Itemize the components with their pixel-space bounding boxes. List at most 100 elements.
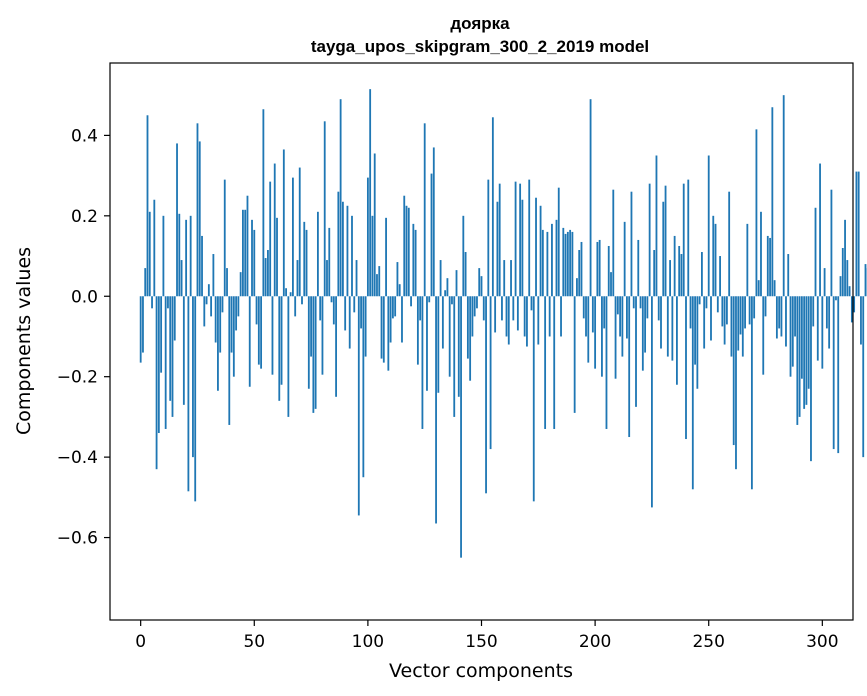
bar (148, 211, 151, 297)
bar (532, 296, 535, 502)
bar (796, 296, 799, 425)
bar (737, 296, 740, 351)
bar (628, 296, 631, 438)
bar (587, 296, 590, 363)
bar (389, 296, 392, 343)
bar (173, 296, 176, 341)
bar (196, 123, 199, 297)
bar (794, 296, 796, 337)
bar (648, 183, 651, 297)
bar (707, 155, 710, 297)
bar (596, 241, 599, 297)
bar (444, 290, 447, 297)
bar (221, 296, 224, 313)
bar (696, 296, 699, 389)
bar (664, 185, 667, 297)
bar (841, 248, 844, 297)
bar (451, 296, 453, 305)
bar (753, 296, 756, 319)
bar (305, 229, 308, 297)
bar (139, 296, 142, 363)
bar (412, 223, 415, 297)
bar (430, 173, 433, 297)
chart-title: доярка (450, 14, 510, 33)
bar (501, 296, 503, 321)
bar (201, 235, 203, 297)
bar (562, 227, 565, 297)
bar (496, 201, 499, 297)
x-tick-label: 300 (806, 632, 838, 652)
bar (687, 179, 690, 297)
bar (460, 296, 462, 558)
bar (312, 296, 315, 413)
bar (217, 296, 219, 391)
bar (407, 207, 410, 297)
bar (844, 219, 846, 297)
bar (616, 296, 619, 315)
bar (298, 167, 301, 297)
bar (271, 296, 274, 375)
bar (169, 296, 172, 401)
bar (710, 296, 712, 341)
bar (323, 121, 326, 297)
bar (732, 296, 735, 446)
bar (791, 296, 794, 367)
bar (860, 296, 862, 345)
chart-subtitle: tayga_upos_skipgram_300_2_2019 model (311, 37, 649, 56)
bar (369, 89, 372, 297)
bar (462, 215, 465, 297)
bar (294, 296, 297, 317)
bar (646, 296, 649, 319)
bar (682, 183, 685, 297)
bar (223, 179, 226, 297)
y-axis-ticks: −0.6 −0.4 −0.2 0.0 0.2 0.4 (57, 126, 110, 549)
bar (653, 250, 656, 297)
bar (862, 296, 865, 458)
bar (848, 286, 851, 297)
bar (257, 296, 260, 365)
bar (798, 296, 801, 417)
bar (435, 296, 437, 524)
bar (464, 252, 467, 297)
bar (273, 163, 276, 297)
bar (185, 219, 188, 297)
bar (689, 296, 692, 329)
x-tick-label: 250 (692, 632, 724, 652)
bar (523, 296, 526, 337)
bar (750, 296, 753, 490)
bar (612, 189, 615, 297)
bar (260, 296, 263, 369)
bar (371, 215, 374, 297)
y-tick-label: 0.2 (71, 207, 98, 227)
bar (605, 296, 608, 429)
bar (453, 296, 456, 417)
bar (621, 296, 624, 357)
bar (485, 296, 487, 494)
bar (630, 191, 633, 297)
bar (280, 296, 283, 385)
x-tick-label: 200 (579, 632, 611, 652)
bar (328, 227, 331, 297)
plot-frame (109, 62, 854, 621)
bar (205, 296, 208, 305)
bar (242, 209, 244, 297)
bar (210, 296, 213, 317)
bar (526, 296, 528, 347)
bar (505, 296, 508, 337)
bar (203, 296, 206, 327)
bar (410, 296, 412, 307)
bar (782, 95, 785, 297)
bar (573, 296, 576, 413)
bar (355, 260, 358, 297)
bar (344, 296, 347, 331)
bar (171, 296, 174, 417)
bar (439, 260, 442, 297)
bar (385, 217, 387, 297)
bar (762, 296, 765, 375)
bar (189, 215, 192, 297)
bar (669, 260, 671, 297)
bar (198, 141, 201, 297)
bar (255, 296, 258, 325)
bar (691, 296, 694, 490)
bar (512, 296, 515, 321)
